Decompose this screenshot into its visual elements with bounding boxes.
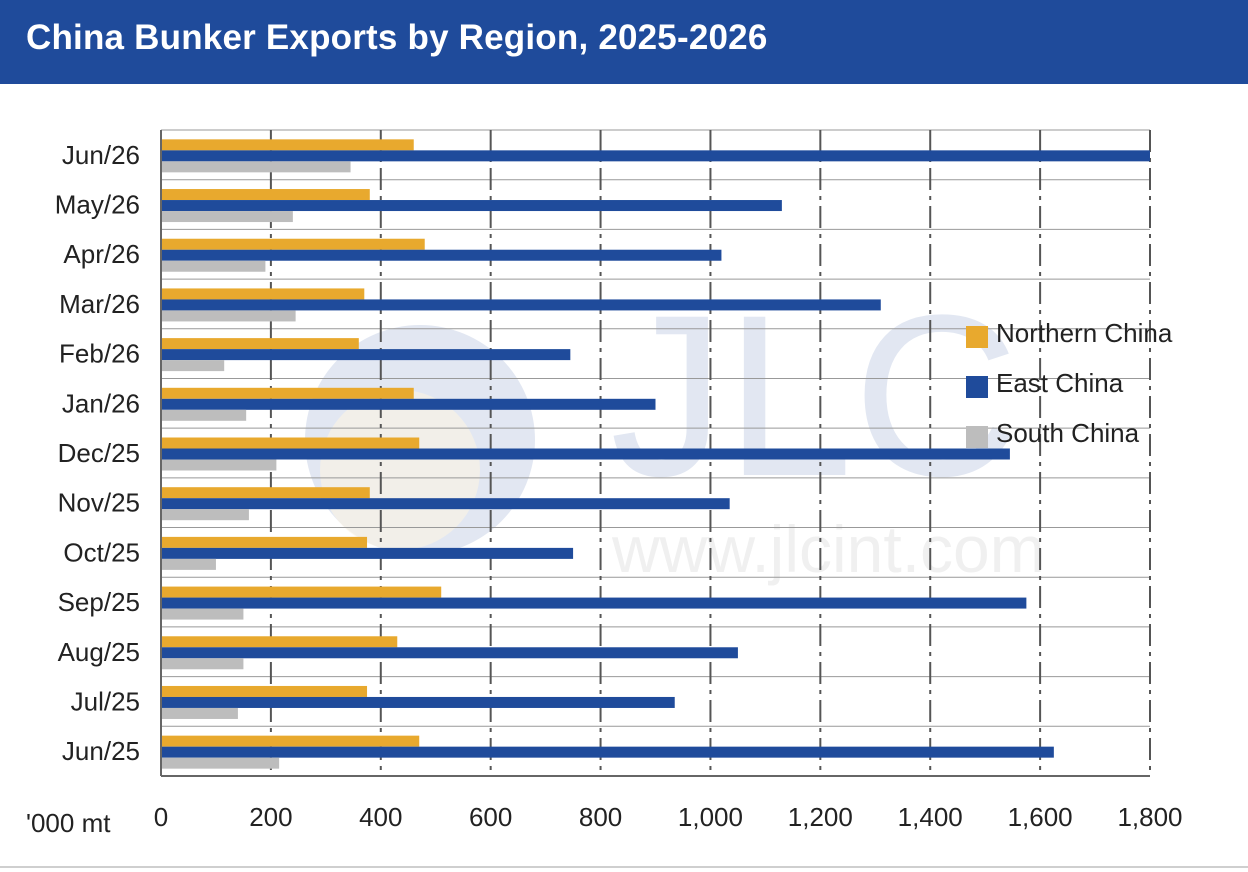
bar-south-china-Apr-26 xyxy=(161,260,266,272)
watermark-logo-accent xyxy=(320,390,480,550)
x-tick-label: 0 xyxy=(154,802,168,832)
category-label: Jun/25 xyxy=(62,736,140,766)
category-label: Jul/25 xyxy=(71,686,140,716)
x-tick-label: 800 xyxy=(579,802,622,832)
bar-south-china-Jan-26 xyxy=(161,409,247,421)
category-label: Apr/26 xyxy=(63,239,140,269)
bar-northern-china-Mar-26 xyxy=(161,288,365,300)
x-axis-unit-label: '000 mt xyxy=(26,808,111,838)
bar-northern-china-Jan-26 xyxy=(161,387,414,399)
category-label: Sep/25 xyxy=(58,587,140,617)
bar-east-china-May-26 xyxy=(161,200,782,212)
bar-south-china-Nov-25 xyxy=(161,509,249,521)
footer-divider xyxy=(0,866,1248,868)
category-label: Nov/25 xyxy=(58,488,140,518)
value-axis-labels: 0 200 400 600 800 1,000 1,200 1,400 1,600 1,800 xyxy=(154,802,1183,832)
x-tick-label: 1,600 xyxy=(1008,802,1073,832)
bar-northern-china-Apr-26 xyxy=(161,238,425,250)
x-tick-label: 600 xyxy=(469,802,512,832)
bar-east-china-Nov-25 xyxy=(161,498,730,510)
bars xyxy=(161,139,1150,769)
bar-northern-china-Jul-25 xyxy=(161,685,368,697)
bar-south-china-May-26 xyxy=(161,211,293,223)
bar-south-china-Jun-25 xyxy=(161,757,280,769)
x-tick-label: 1,400 xyxy=(898,802,963,832)
category-labels: Jun/26 May/26 Apr/26 Mar/26 Feb/26 Jan/26 Dec/… xyxy=(55,140,140,766)
category-label: Mar/26 xyxy=(59,289,140,319)
bar-northern-china-Nov-25 xyxy=(161,487,370,499)
x-tick-label: 200 xyxy=(249,802,292,832)
bar-south-china-Oct-25 xyxy=(161,558,216,570)
category-label: Dec/25 xyxy=(58,438,140,468)
bar-northern-china-Oct-25 xyxy=(161,536,368,548)
bar-northern-china-Aug-25 xyxy=(161,636,398,648)
bar-east-china-Mar-26 xyxy=(161,299,881,311)
bar-east-china-Sep-25 xyxy=(161,597,1027,609)
bar-east-china-Jun-25 xyxy=(161,746,1054,758)
bar-south-china-Jul-25 xyxy=(161,707,238,719)
bar-south-china-Dec-25 xyxy=(161,459,277,471)
bar-east-china-Oct-25 xyxy=(161,547,574,559)
category-label: Aug/25 xyxy=(58,637,140,667)
watermark-url: www.jlcint.com xyxy=(611,512,1045,586)
bar-northern-china-May-26 xyxy=(161,189,370,201)
x-tick-label: 1,800 xyxy=(1117,802,1182,832)
bar-east-china-Jan-26 xyxy=(161,398,656,410)
title-bar: China Bunker Exports by Region, 2025-202… xyxy=(0,0,1248,84)
legend-label-northern: Northern China xyxy=(996,318,1173,348)
bar-northern-china-Dec-25 xyxy=(161,437,420,449)
bar-northern-china-Feb-26 xyxy=(161,338,359,350)
x-tick-label: 400 xyxy=(359,802,402,832)
bar-east-china-Jul-25 xyxy=(161,696,675,708)
bar-northern-china-Jun-25 xyxy=(161,735,420,747)
bar-northern-china-Sep-25 xyxy=(161,586,442,598)
legend-swatch-east xyxy=(966,376,988,398)
category-label: Jan/26 xyxy=(62,388,140,418)
legend-swatch-south xyxy=(966,426,988,448)
legend-swatch-northern xyxy=(966,326,988,348)
bar-east-china-Feb-26 xyxy=(161,349,571,361)
legend-label-south: South China xyxy=(996,418,1140,448)
x-tick-label: 1,000 xyxy=(678,802,743,832)
legend-label-east: East China xyxy=(996,368,1124,398)
bar-northern-china-Jun-26 xyxy=(161,139,414,151)
bar-south-china-Feb-26 xyxy=(161,360,225,372)
watermark: JLC www.jlcint.com xyxy=(305,267,1045,586)
bar-south-china-Jun-26 xyxy=(161,161,351,173)
category-label: May/26 xyxy=(55,190,140,220)
bar-east-china-Dec-25 xyxy=(161,448,1010,460)
bar-south-china-Mar-26 xyxy=(161,310,296,322)
bar-south-china-Sep-25 xyxy=(161,608,244,620)
category-label: Feb/26 xyxy=(59,339,140,369)
category-label: Jun/26 xyxy=(62,140,140,170)
bar-south-china-Aug-25 xyxy=(161,658,244,670)
bar-east-china-Apr-26 xyxy=(161,249,722,261)
chart-title: China Bunker Exports by Region, 2025-202… xyxy=(26,18,768,57)
bar-east-china-Aug-25 xyxy=(161,647,738,659)
axes xyxy=(160,130,1150,777)
category-label: Oct/25 xyxy=(63,537,140,567)
x-tick-label: 1,200 xyxy=(788,802,853,832)
bar-east-china-Jun-26 xyxy=(161,150,1150,162)
